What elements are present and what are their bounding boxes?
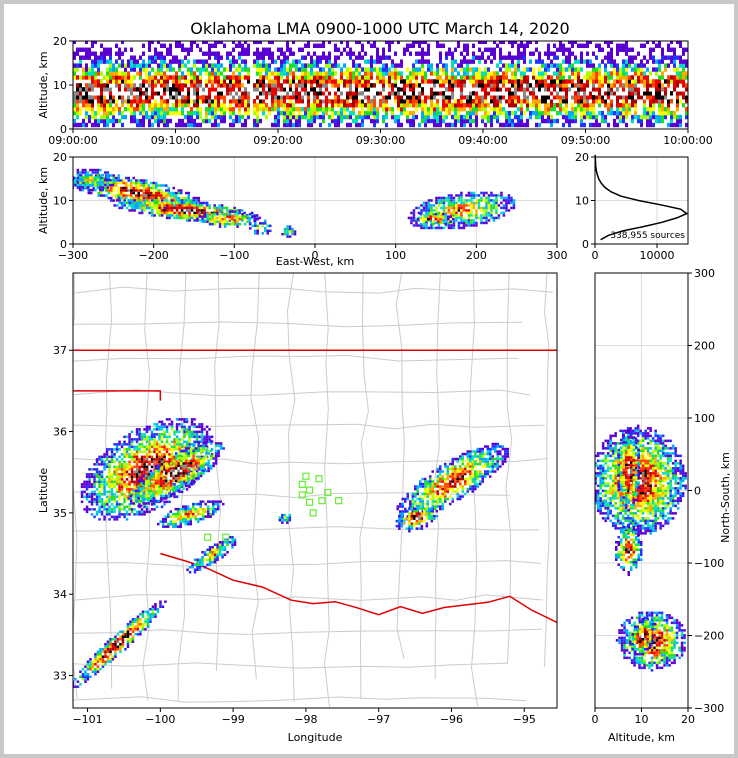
ew-tick-label: 200 [466, 249, 487, 262]
lon-tick-label: −100 [145, 713, 175, 726]
alt-tick-label: 0 [60, 123, 67, 136]
ns-alt-tick-label: 10 [635, 713, 649, 726]
ns-xlabel: Altitude, km [608, 731, 675, 744]
ns-alt-tick-label: 0 [592, 713, 599, 726]
ew-tick-label: 100 [385, 249, 406, 262]
ns-ylabel: North-South, km [719, 452, 732, 543]
time-tick-label: 09:00:00 [48, 134, 97, 147]
ns-alt-tick-label: 20 [681, 713, 695, 726]
ew-tick-label: 0 [312, 249, 319, 262]
longitude-label: Longitude [288, 731, 343, 744]
lma-chart: Oklahoma LMA 0900-1000 UTC March 14, 202… [37, 19, 732, 744]
chart-title: Oklahoma LMA 0900-1000 UTC March 14, 202… [190, 19, 569, 38]
time-tick-label: 09:30:00 [356, 134, 405, 147]
lat-tick-label: 35 [53, 507, 67, 520]
time-tick-label: 09:40:00 [458, 134, 507, 147]
hist-tick-label: 10000 [640, 249, 675, 262]
lma-station-marker [302, 472, 310, 480]
ew-tick-label: 300 [547, 249, 568, 262]
lma-station-marker [204, 533, 212, 541]
lat-tick-label: 37 [53, 344, 67, 357]
hist-tick-label: 0 [592, 249, 599, 262]
ew-tick-label: −200 [139, 249, 169, 262]
lat-tick-label: 36 [53, 426, 67, 439]
hist-alt-tick-label: 10 [575, 195, 589, 208]
alt-tick-label: 20 [53, 35, 67, 48]
ns-tick-label: 300 [694, 267, 715, 280]
ns-tick-label: 0 [694, 485, 701, 498]
ew-alt-tick-label: 10 [53, 195, 67, 208]
plan-view-frame [72, 272, 558, 709]
ns-altitude-density [595, 424, 687, 672]
time-height-density [73, 41, 688, 129]
time-tick-label: 09:10:00 [151, 134, 200, 147]
lat-tick-label: 34 [53, 588, 67, 601]
lma-station-marker [222, 533, 230, 541]
time-height-ylabel: Altitude, km [37, 51, 50, 118]
lma-station-marker [309, 509, 317, 517]
ew-alt-tick-label: 20 [53, 151, 67, 164]
hist-alt-tick-label: 20 [575, 151, 589, 164]
ew-alt-tick-label: 0 [60, 238, 67, 251]
time-tick-label: 09:20:00 [253, 134, 302, 147]
lat-tick-label: 33 [53, 669, 67, 682]
time-tick-label: 09:50:00 [561, 134, 610, 147]
lma-station-marker [318, 497, 326, 505]
hist-alt-tick-label: 0 [582, 238, 589, 251]
ew-altitude-density [73, 168, 516, 238]
ew-xlabel: East-West, km [276, 255, 354, 268]
ew-tick-label: −300 [58, 249, 88, 262]
ns-tick-label: −200 [694, 630, 724, 643]
ns-tick-label: −100 [694, 557, 724, 570]
lon-tick-label: −99 [222, 713, 245, 726]
lma-station-marker [335, 497, 343, 505]
ew-ylabel: Altitude, km [37, 167, 50, 234]
lma-station-marker [315, 475, 323, 483]
lma-station-marker [324, 488, 332, 497]
state-border-red-river [160, 552, 557, 624]
lma-station-marker [298, 480, 306, 489]
ns-tick-label: 100 [694, 412, 715, 425]
lma-station-marker [298, 491, 306, 499]
lon-tick-label: −101 [72, 713, 102, 726]
ew-tick-label: −100 [219, 249, 249, 262]
source-count-label: 338,955 sources [610, 231, 685, 241]
lon-tick-label: −96 [440, 713, 463, 726]
ns-tick-label: −300 [694, 702, 724, 715]
time-tick-label: 10:00:00 [663, 134, 712, 147]
lma-station-marker [305, 486, 314, 494]
ns-tick-label: 200 [694, 340, 715, 353]
figure-canvas: Oklahoma LMA 0900-1000 UTC March 14, 202… [4, 4, 734, 754]
state-border-panhandle [73, 390, 162, 401]
lon-tick-label: −98 [294, 713, 317, 726]
latitude-label: Latitude [37, 468, 50, 514]
lon-tick-label: −95 [513, 713, 536, 726]
county-map [73, 273, 557, 708]
alt-tick-label: 10 [53, 79, 67, 92]
lma-station-marker [305, 498, 314, 506]
altitude-profile-line [594, 154, 689, 241]
plan-view-density [73, 418, 509, 688]
lon-tick-label: −97 [367, 713, 390, 726]
